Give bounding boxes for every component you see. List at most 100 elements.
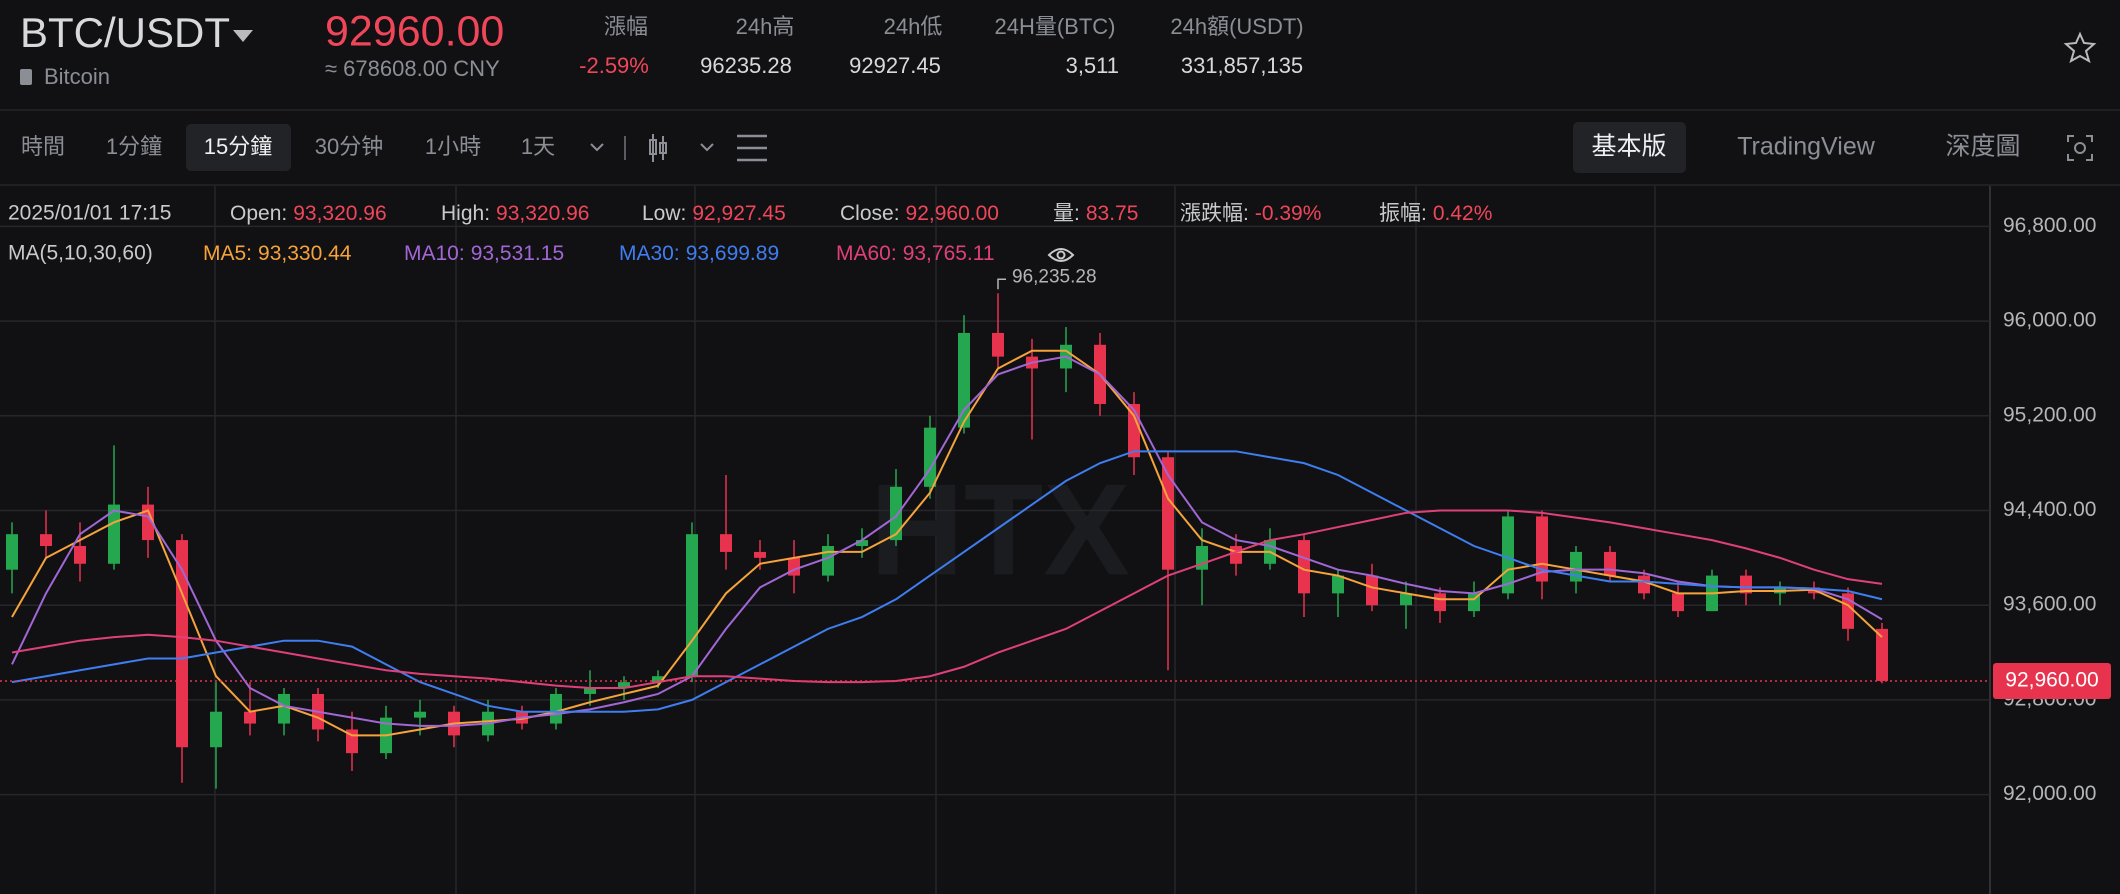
info-item: Open: 93,320.96 xyxy=(230,202,387,225)
candle-body xyxy=(1502,516,1514,594)
candle-body xyxy=(74,546,86,564)
info-value: -0.39% xyxy=(1255,202,1322,225)
candle-body xyxy=(754,551,766,558)
y-tick-label: 96,000.00 xyxy=(2003,309,2096,332)
candle-body xyxy=(550,693,562,724)
interval[interactable]: 30分钟 xyxy=(315,134,383,159)
candle-body xyxy=(992,332,1004,357)
candle-body xyxy=(584,688,596,694)
candle-body xyxy=(108,504,120,564)
info-label: 振幅: xyxy=(1379,202,1427,225)
stat-label: 漲幅 xyxy=(604,14,648,39)
candle-body xyxy=(1332,575,1344,594)
symbol-dropdown[interactable] xyxy=(233,30,253,42)
candle-body xyxy=(210,711,222,748)
last-price-label: 92,960.00 xyxy=(2005,668,2098,691)
high-annotation: 96,235.28 xyxy=(1012,266,1097,287)
stat-label: 24h高 xyxy=(736,14,795,39)
candle-body xyxy=(1604,551,1616,576)
candle-body xyxy=(1298,540,1310,594)
info-value: 93,320.96 xyxy=(293,202,386,225)
stat-label: 24H量(BTC) xyxy=(994,14,1115,39)
screenshot-icon[interactable] xyxy=(2067,135,2093,161)
candle-body xyxy=(1672,593,1684,612)
candle-body xyxy=(720,534,732,552)
candle-body xyxy=(1434,593,1446,612)
info-label: 量: xyxy=(1053,202,1080,225)
interval[interactable]: 時間 xyxy=(21,134,65,159)
high-marker xyxy=(997,278,1006,290)
stat-value: 3,511 xyxy=(1066,53,1119,78)
candle-body xyxy=(1842,593,1854,629)
ma-legend-value: 93,531.15 xyxy=(471,242,564,265)
price-cny: ≈ 678608.00 CNY xyxy=(325,56,500,81)
interval[interactable]: 1天 xyxy=(521,134,555,159)
ma-legend-value: 93,699.89 xyxy=(686,242,779,265)
y-tick-label: 93,600.00 xyxy=(2003,593,2096,616)
ma-legend: MA30: 93,699.89 xyxy=(619,242,779,265)
ma-line xyxy=(11,509,1883,690)
ma-legend-name: MA5: xyxy=(203,242,252,265)
candle-body xyxy=(856,540,868,547)
y-tick-label: 95,200.00 xyxy=(2003,403,2096,426)
info-item: Low: 92,927.45 xyxy=(642,202,786,225)
stat-value: 96235.28 xyxy=(700,53,792,78)
candle-body xyxy=(40,534,52,547)
interval-active[interactable]: 15分鐘 xyxy=(204,134,272,159)
info-item: 漲跌幅: -0.39% xyxy=(1180,202,1321,225)
coin-name: Bitcoin xyxy=(44,64,110,89)
eye-icon[interactable] xyxy=(1047,248,1075,262)
info-label: Low: xyxy=(642,202,686,225)
candle-body xyxy=(822,546,834,576)
info-label: Close: xyxy=(840,202,900,225)
candle-time: 2025/01/01 17:15 xyxy=(8,202,172,225)
interval-dropdown[interactable] xyxy=(590,143,604,152)
ma-line xyxy=(11,349,1883,737)
watermark: HTX xyxy=(870,456,1130,602)
ma-line xyxy=(11,450,1883,713)
ma-legend-name: MA60: xyxy=(836,242,897,265)
interval[interactable]: 1分鐘 xyxy=(106,134,162,159)
info-item: High: 93,320.96 xyxy=(441,202,589,225)
info-value: 83.75 xyxy=(1086,202,1139,225)
chart-type-dropdown[interactable] xyxy=(700,143,714,152)
stat-label: 24h額(USDT) xyxy=(1170,14,1303,39)
ma-legend: MA60: 93,765.11 xyxy=(836,242,995,265)
ma-title: MA(5,10,30,60) xyxy=(8,242,153,265)
ma-legend-name: MA10: xyxy=(404,242,465,265)
ma-legend-value: 93,765.11 xyxy=(903,242,995,265)
candle-body xyxy=(244,711,256,724)
info-value: 92,960.00 xyxy=(906,202,999,225)
info-label: 漲跌幅: xyxy=(1180,202,1249,225)
indicator-icon[interactable] xyxy=(737,134,767,162)
info-value: 92,927.45 xyxy=(692,202,785,225)
candle-body xyxy=(686,534,698,677)
candle-body xyxy=(924,427,936,487)
y-tick-label: 94,400.00 xyxy=(2003,498,2096,521)
candle-body xyxy=(278,693,290,724)
candle-body xyxy=(142,504,154,541)
view-tab[interactable]: TradingView xyxy=(1737,133,1876,161)
candle-body xyxy=(1638,575,1650,594)
candle-body xyxy=(652,676,664,683)
interval[interactable]: 1小時 xyxy=(425,134,481,159)
candle-body xyxy=(1366,575,1378,606)
view-tab[interactable]: 深度圖 xyxy=(1945,133,2020,161)
symbol[interactable]: BTC/USDT xyxy=(20,9,230,56)
stat-value: -2.59% xyxy=(579,53,649,78)
info-item: 量: 83.75 xyxy=(1053,202,1138,225)
candle-body xyxy=(1230,546,1242,564)
info-label: Open: xyxy=(230,202,287,225)
favorite-star[interactable] xyxy=(2063,31,2097,64)
chart-type-icon[interactable] xyxy=(649,134,667,162)
candle-body xyxy=(890,486,902,541)
view-tab-active[interactable]: 基本版 xyxy=(1591,133,1666,161)
ma-legend-value: 93,330.44 xyxy=(258,242,352,265)
info-value: 93,320.96 xyxy=(496,202,589,225)
coin-icon xyxy=(20,69,32,85)
ma-legend-name: MA30: xyxy=(619,242,680,265)
y-tick-label: 92,000.00 xyxy=(2003,782,2096,805)
ma-legend: MA10: 93,531.15 xyxy=(404,242,564,265)
candle-body xyxy=(1876,628,1888,681)
active-view-bg xyxy=(1573,122,1686,173)
